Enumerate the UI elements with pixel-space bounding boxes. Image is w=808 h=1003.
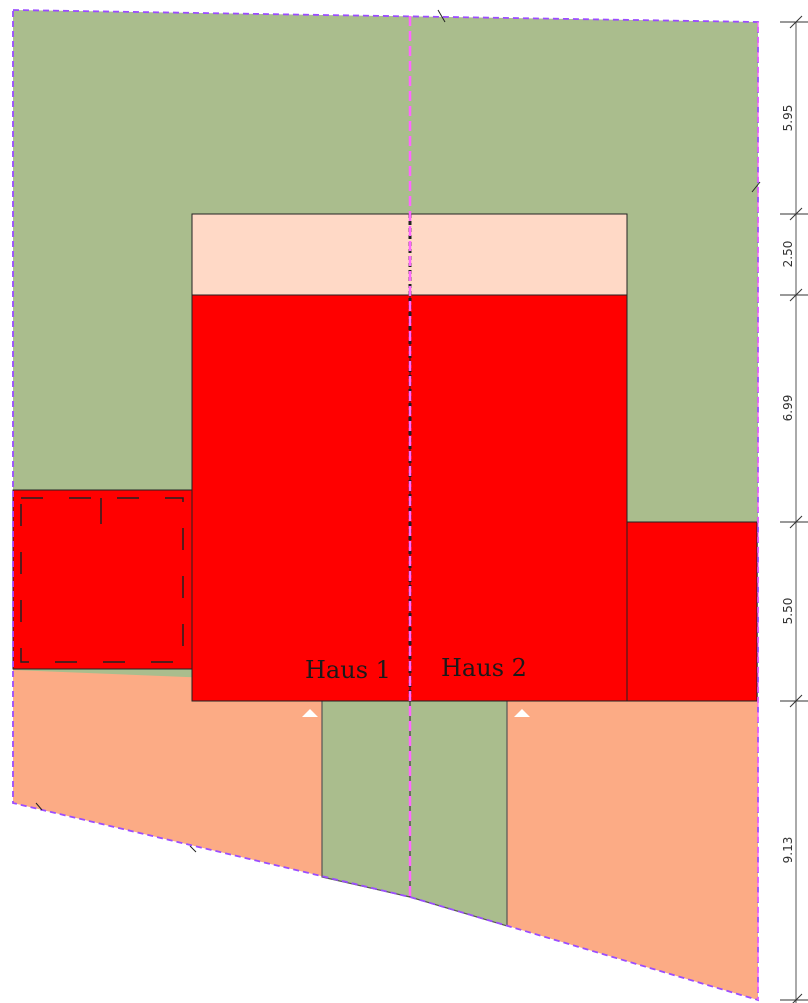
house-1-footprint [191,294,411,702]
dimension-ticks [780,15,808,1003]
boundary-tick [437,9,446,23]
entrance-marker-house-1 [302,709,318,717]
garage-right [626,521,758,702]
entrance-marker-house-2 [514,709,530,717]
garage-left [12,489,193,670]
dimension-label: 6.99 [781,395,795,422]
house-2-footprint [409,294,628,702]
property-boundary [12,9,759,1002]
house-1-label: Haus 1 [305,656,391,684]
dimension-label: 2.50 [781,241,795,268]
boundary-tick [751,181,761,193]
front-walkway-area [321,699,508,927]
carport-outline [20,497,184,663]
dimension-label: 9.13 [781,837,795,864]
boundary-tick [189,845,197,853]
boundary-tick [35,802,43,811]
dimension-label: 5.50 [781,598,795,625]
dimension-label: 5.95 [781,105,795,132]
house-2-label: Haus 2 [441,654,527,682]
